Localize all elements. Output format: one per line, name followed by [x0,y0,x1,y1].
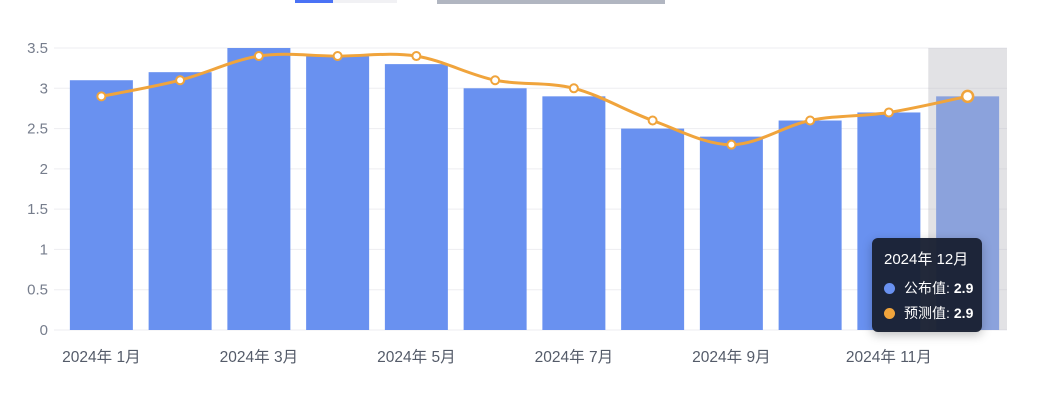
chart-bar[interactable] [306,56,370,331]
line-point[interactable] [960,89,975,104]
chart-bar[interactable] [384,64,448,330]
line-point[interactable] [568,83,579,94]
line-point[interactable] [332,51,343,62]
gridlines [54,47,1007,331]
tooltip-series-value: 2.9 [953,280,974,296]
y-axis-label: 2.5 [27,121,48,138]
line-point[interactable] [647,115,658,126]
line-point[interactable] [96,91,107,102]
chart-bar[interactable] [463,88,527,331]
tooltip-series-value: 2.9 [953,305,974,321]
cropped-tab-strip [333,0,397,3]
cropped-active-tab-indicator [295,0,333,3]
line-point[interactable] [805,115,816,126]
x-axis-label: 2024年 7月 [535,348,613,366]
chart-bar[interactable] [699,136,763,330]
series-marker-dot-icon [884,307,895,319]
y-axis-label: 0.5 [27,282,48,299]
line-point[interactable] [253,51,264,62]
line-point[interactable] [883,107,894,118]
x-axis-label: 2024年 1月 [62,348,140,366]
bar-series-公布值[interactable] [69,48,1000,331]
y-axis-label: 1.5 [27,201,48,218]
chart-bar[interactable] [227,48,291,330]
x-axis-labels: 2024年 1月 2024年 3月 2024年 5月 2024年 7月 2024年 9月… [62,348,932,366]
y-axis-label: 0 [40,322,48,339]
x-axis-label: 2024年 9月 [692,348,770,366]
tooltip-series-label: 公布值: [904,280,950,296]
line-point[interactable] [175,75,186,86]
line-point[interactable] [411,51,422,62]
x-axis-label: 2024年 11月 [846,348,932,366]
chart-bar[interactable] [621,128,685,330]
y-axis-label: 1 [40,241,48,258]
x-axis-label: 2024年 5月 [377,348,455,366]
tooltip-series-label: 预测值: [904,305,950,321]
y-axis-label: 2 [40,161,48,178]
line-point[interactable] [490,75,501,86]
tooltip-title: 2024年 12月 [884,251,969,268]
y-axis-labels: 0 0.5 1 1.5 2 2.5 3 3.5 [27,40,48,339]
chart-tooltip: 2024年 12月 公布值: 2.9 预测值: 2.9 [872,238,982,332]
y-axis-label: 3 [40,80,48,97]
line-point[interactable] [726,139,737,150]
chart-bar[interactable] [542,96,606,330]
x-axis-label: 2024年 3月 [220,348,298,366]
tooltip-row: 预测值: 2.9 [884,303,974,323]
series-marker-dot-icon [884,282,895,294]
chart-bar[interactable] [148,72,212,331]
y-axis-label: 3.5 [27,40,48,57]
line-points [96,51,975,150]
tooltip-rows: 公布值: 2.9 预测值: 2.9 [884,278,974,323]
chart-bar[interactable] [69,80,133,330]
cropped-control-strip [437,0,665,4]
tooltip-row: 公布值: 2.9 [884,278,974,298]
chart-bar[interactable] [778,120,842,330]
